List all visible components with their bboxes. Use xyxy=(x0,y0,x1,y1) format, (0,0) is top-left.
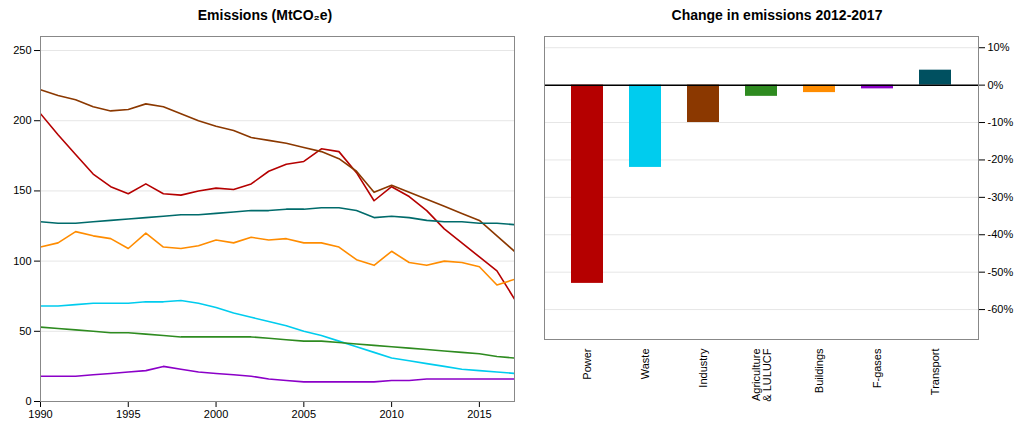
svg-text:-60%: -60% xyxy=(988,303,1014,315)
html-text:Emissions (MtCO₂e): Emissions (MtCO₂e) xyxy=(197,7,333,23)
svg-text:250: 250 xyxy=(13,44,31,56)
svg-text:-20%: -20% xyxy=(988,153,1014,165)
svg-text:-50%: -50% xyxy=(988,266,1014,278)
svg-text:2000: 2000 xyxy=(204,408,228,420)
svg-text:50: 50 xyxy=(19,325,31,337)
svg-text:2015: 2015 xyxy=(467,408,491,420)
svg-text:Agriculture& LULUCF: Agriculture& LULUCF xyxy=(750,348,773,401)
svg-text:Buildings: Buildings xyxy=(813,348,825,393)
svg-text:-10%: -10% xyxy=(988,116,1014,128)
svg-text:150: 150 xyxy=(13,184,31,196)
svg-text:Transport: Transport xyxy=(929,349,941,396)
svg-text:0: 0 xyxy=(25,395,31,407)
svg-text:Waste: Waste xyxy=(639,349,651,380)
svg-text:Industry: Industry xyxy=(697,348,709,388)
html-text:Change in emissions 2012-2017: Change in emissions 2012-2017 xyxy=(671,7,883,23)
svg-text:10%: 10% xyxy=(988,41,1010,53)
svg-text:1990: 1990 xyxy=(28,408,52,420)
svg-text:-40%: -40% xyxy=(988,228,1014,240)
svg-text:0%: 0% xyxy=(988,79,1004,91)
svg-text:2005: 2005 xyxy=(292,408,316,420)
svg-text:F-gases: F-gases xyxy=(871,348,883,388)
svg-text:-30%: -30% xyxy=(988,191,1014,203)
svg-text:2010: 2010 xyxy=(379,408,403,420)
svg-text:200: 200 xyxy=(13,114,31,126)
svg-text:Power: Power xyxy=(581,348,593,380)
svg-text:100: 100 xyxy=(13,255,31,267)
svg-text:1995: 1995 xyxy=(116,408,140,420)
